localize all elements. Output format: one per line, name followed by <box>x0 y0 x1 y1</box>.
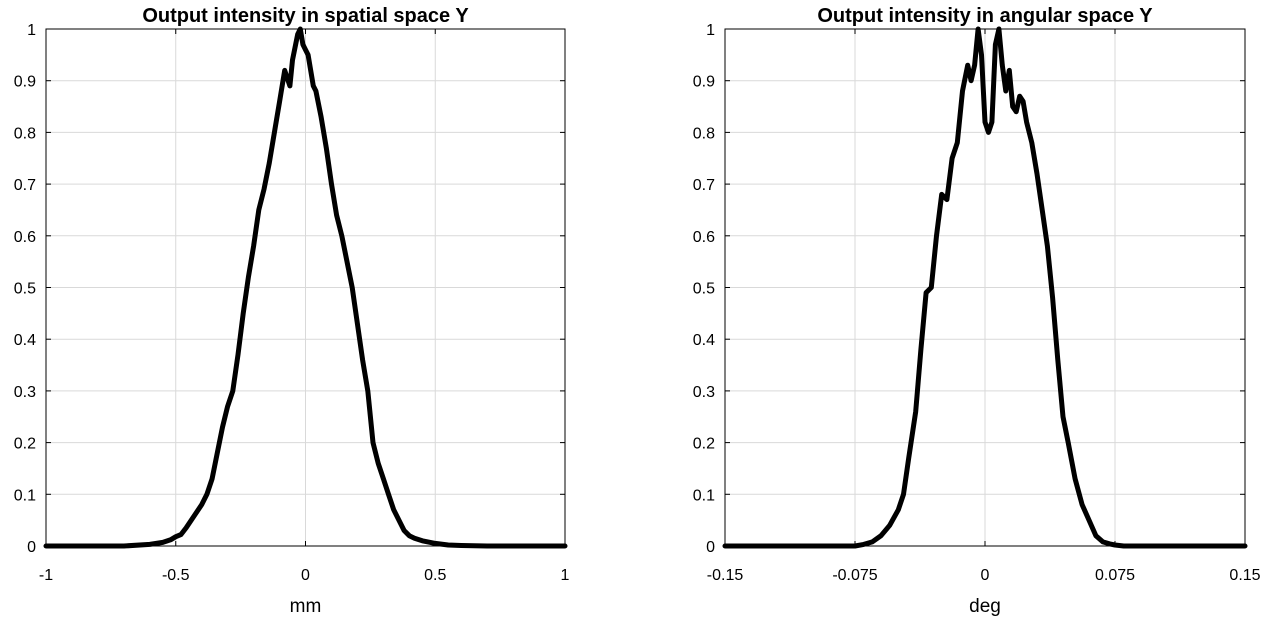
x-tick-label: 0.5 <box>424 567 446 584</box>
y-tick-label: 0.7 <box>14 177 36 194</box>
y-tick-label: 0.6 <box>693 229 715 246</box>
y-tick-label: 1 <box>27 22 36 39</box>
series-line-angular <box>722 26 1248 549</box>
y-tick-label: 1 <box>706 22 715 39</box>
y-tick-label: 0.4 <box>693 332 715 349</box>
y-tick-label: 0 <box>27 539 36 556</box>
chart-title: Output intensity in spatial space Y <box>142 5 469 27</box>
x-axis-label: deg <box>969 596 1001 617</box>
x-tick-label: -1 <box>39 567 53 584</box>
y-tick-label: 0.9 <box>693 74 715 91</box>
y-tick-label: 0.7 <box>693 177 715 194</box>
y-tick-label: 0.4 <box>14 332 36 349</box>
x-tick-label: 1 <box>561 567 570 584</box>
x-tick-label: 0 <box>981 567 990 584</box>
x-tick-label: -0.075 <box>832 567 877 584</box>
y-tick-label: 0.6 <box>14 229 36 246</box>
x-axis-label: mm <box>290 596 322 617</box>
y-tick-label: 0.5 <box>693 281 715 298</box>
y-tick-label: 0.2 <box>14 436 36 453</box>
spatial-intensity-plot: -1 -0.5 0 0.5 1 0 0.1 0.2 0.3 0.4 0.5 0.6 0.7 0.8 0.9 1… <box>14 5 570 617</box>
y-tick-label: 0.9 <box>14 74 36 91</box>
y-tick-label: 0.5 <box>14 281 36 298</box>
chart-title: Output intensity in angular space Y <box>817 5 1153 27</box>
y-tick-label: 0.8 <box>14 125 36 142</box>
y-tick-label: 0.1 <box>693 487 715 504</box>
x-tick-label: -0.15 <box>707 567 744 584</box>
y-tick-label: 0.8 <box>693 125 715 142</box>
y-tick-label: 0.3 <box>693 384 715 401</box>
y-tick-label: 0 <box>706 539 715 556</box>
x-tick-label: 0 <box>301 567 310 584</box>
x-tick-label: -0.5 <box>162 567 190 584</box>
y-tick-label: 0.2 <box>693 436 715 453</box>
angular-intensity-plot: -0.15 -0.075 0 0.075 0.15 0 0.1 0.2 0.3 0.4 0.5 0.6… <box>693 5 1261 617</box>
y-tick-label: 0.3 <box>14 384 36 401</box>
x-tick-label: 0.15 <box>1229 567 1260 584</box>
y-tick-label: 0.1 <box>14 487 36 504</box>
x-tick-label: 0.075 <box>1095 567 1135 584</box>
